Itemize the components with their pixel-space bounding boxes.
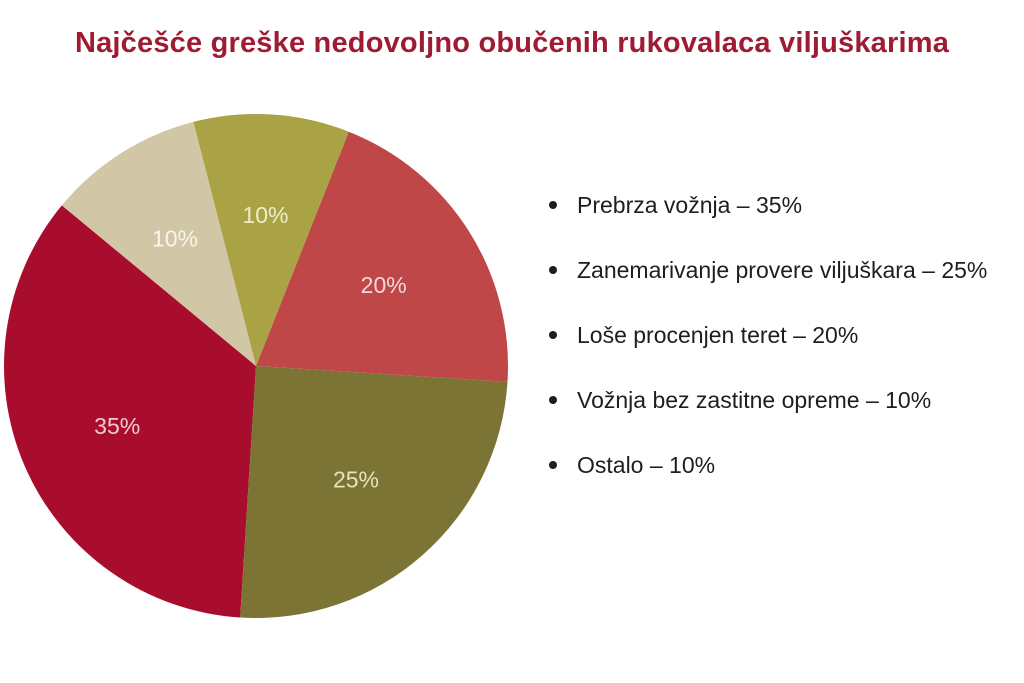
bullet-icon <box>549 331 557 339</box>
slice-label-2: 20% <box>361 272 407 298</box>
legend-item-0: Prebrza vožnja – 35% <box>549 191 987 219</box>
legend-item-label: Zanemarivanje provere viljuškara – 25% <box>577 256 988 283</box>
slice-label-3: 10% <box>242 202 288 228</box>
legend-item-2: Loše procenjen teret – 20% <box>549 321 987 349</box>
bullet-icon <box>549 396 557 404</box>
bullet-icon <box>549 201 557 209</box>
legend-item-label: Prebrza vožnja – 35% <box>577 191 803 218</box>
legend-item-4: Ostalo – 10% <box>549 451 987 479</box>
pie-slice-3 <box>193 114 349 366</box>
pie-slice-4 <box>61 121 256 366</box>
pie-slice-0 <box>4 205 256 618</box>
legend-item-1: Zanemarivanje provere viljuškara – 25% <box>549 256 987 284</box>
slice-label-1: 25% <box>333 466 379 492</box>
legend-item-label: Vožnja bez zastitne opreme – 10% <box>577 386 932 413</box>
chart-title: Najčešće greške nedovoljno obučenih ruko… <box>74 27 950 59</box>
bullet-icon <box>549 461 557 469</box>
slice-label-4: 10% <box>152 225 198 251</box>
legend-item-3: Vožnja bez zastitne opreme – 10% <box>549 386 987 414</box>
pie-slice-1 <box>240 366 508 618</box>
bullet-icon <box>549 266 557 274</box>
pie-chart: 35% 25% 20% 10% 10% <box>4 114 508 618</box>
slice-label-0: 35% <box>94 413 140 439</box>
legend-item-label: Ostalo – 10% <box>577 451 716 478</box>
legend-item-label: Loše procenjen teret – 20% <box>577 321 859 348</box>
pie-slice-2 <box>256 131 508 382</box>
legend: Prebrza vožnja – 35% Zanemarivanje prover… <box>549 191 987 479</box>
